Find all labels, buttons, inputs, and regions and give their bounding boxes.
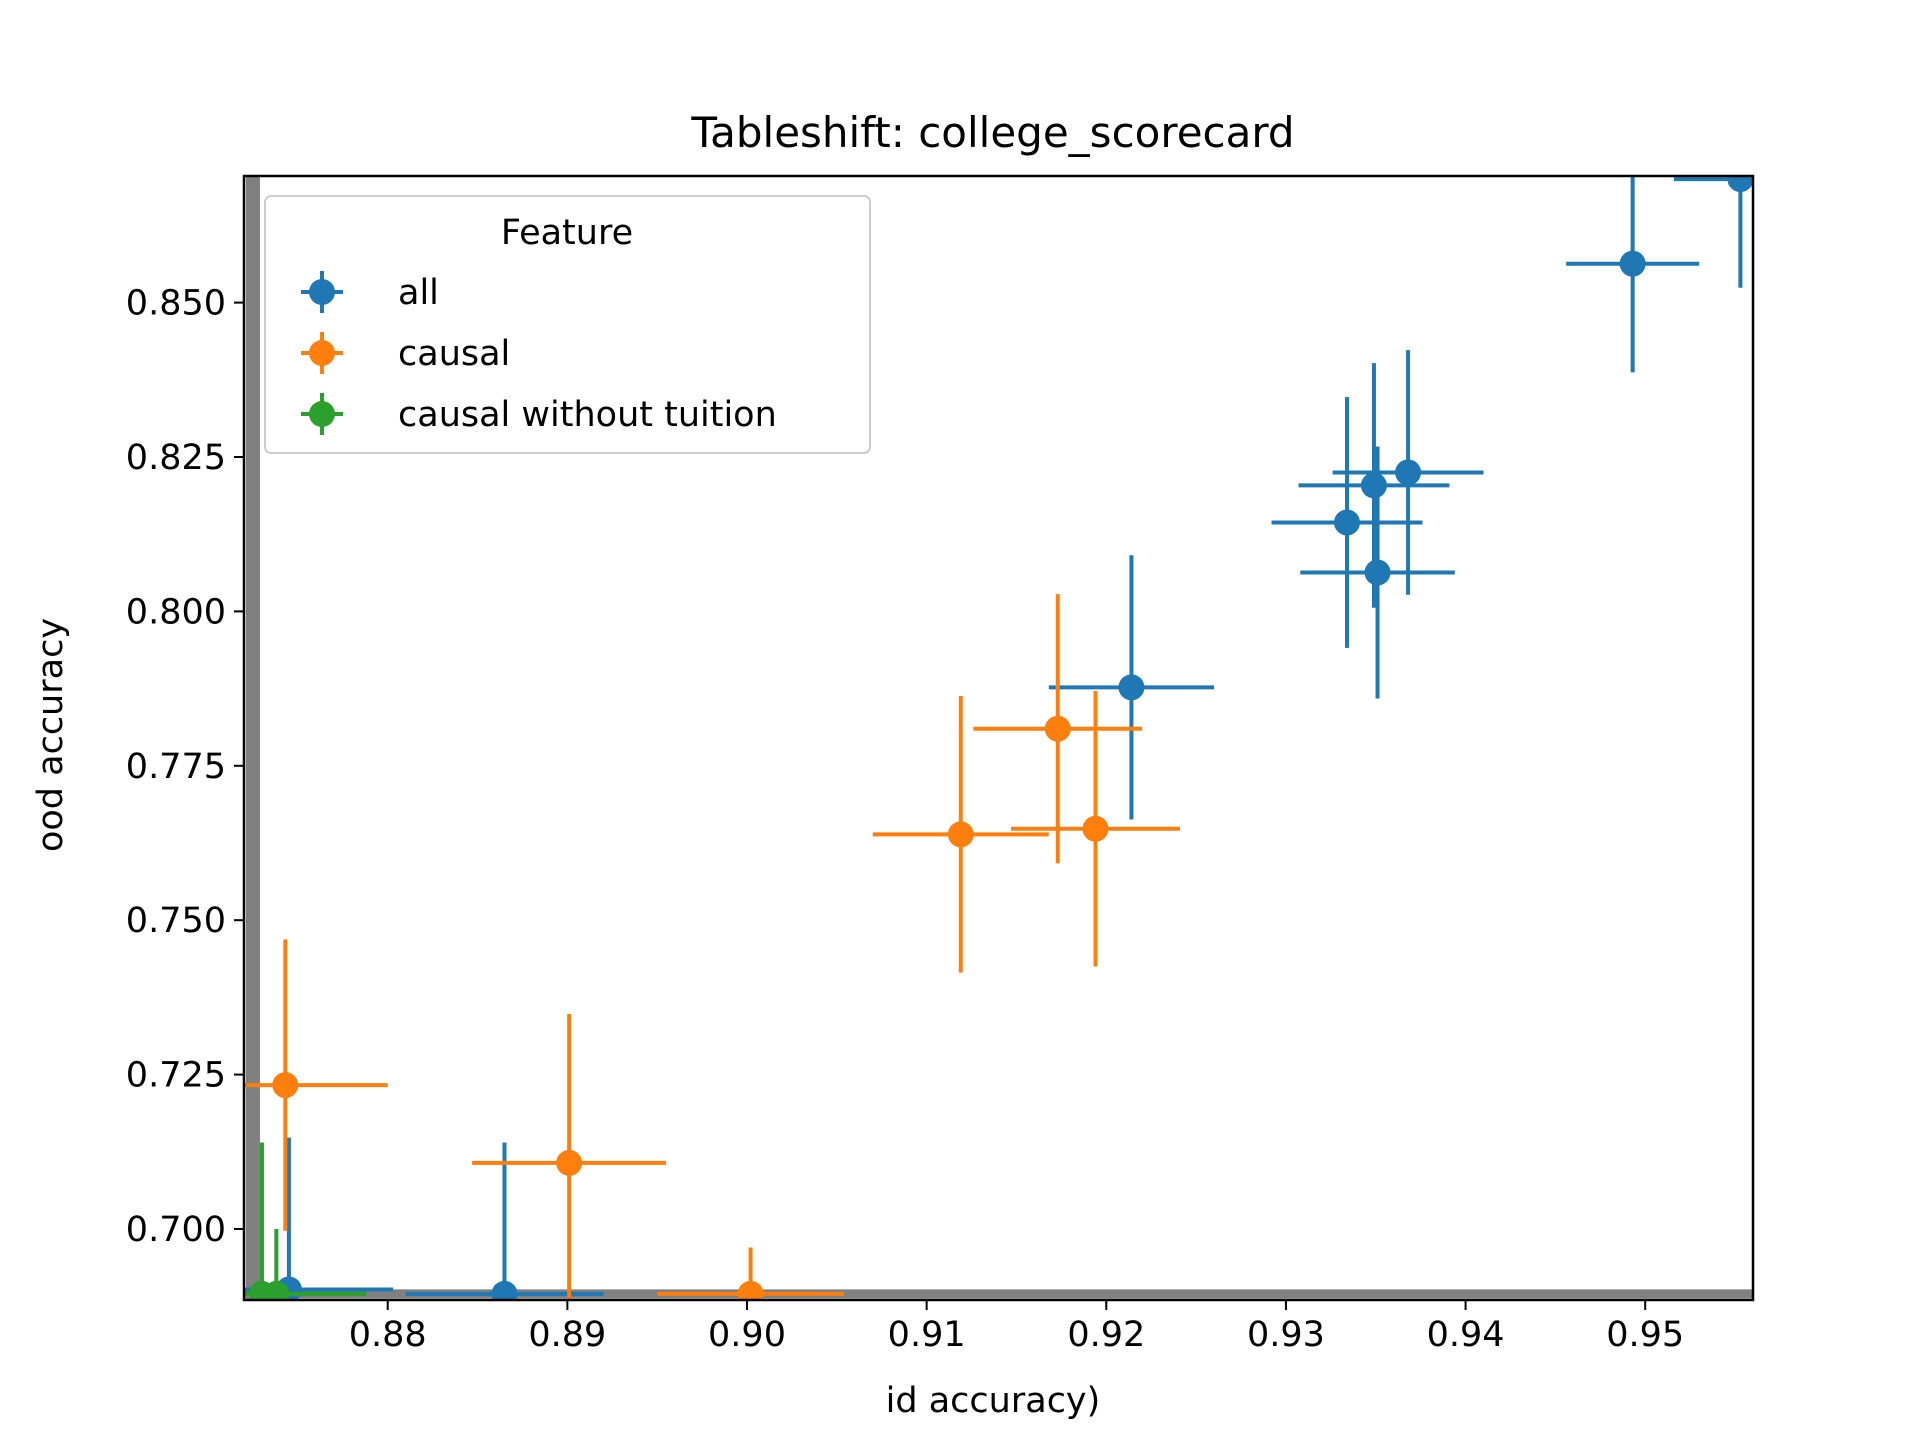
legend: Feature all causal causal without tuition (264, 195, 871, 454)
x-tick-label: 0.94 (1427, 1315, 1505, 1355)
legend-marker (309, 340, 335, 366)
y-tick-label: 0.800 (126, 592, 226, 632)
point-marker (1082, 815, 1109, 842)
axes: 0.88 0.89 0.90 0.91 0.92 0.93 0.94 0.95 0.700 0.7… (126, 174, 1755, 1355)
legend-entry: all (301, 271, 439, 313)
point-marker (1334, 509, 1361, 536)
point-marker (491, 1280, 518, 1300)
plot-area (244, 176, 1753, 1300)
y-tick-label: 0.825 (126, 438, 226, 478)
point-marker (1727, 176, 1753, 193)
legend-entry: causal (301, 332, 510, 374)
point-marker (1364, 559, 1391, 586)
data-point (244, 1228, 349, 1300)
y-tick-label: 0.725 (126, 1056, 226, 1096)
data-point (1011, 691, 1180, 967)
data-point (1566, 176, 1700, 373)
data-point (1673, 176, 1753, 288)
data-point (657, 1247, 845, 1300)
data-point (872, 696, 1049, 973)
point-marker (947, 821, 974, 848)
point-marker (1118, 674, 1145, 701)
y-tick-label: 0.775 (126, 747, 226, 787)
legend-label: causal (398, 334, 510, 374)
legend-marker (309, 401, 335, 427)
chart-title: Tableshift: college_scorecard (690, 108, 1294, 157)
point-marker (1044, 715, 1071, 742)
legend-marker (309, 279, 335, 305)
data-point (472, 1014, 667, 1300)
y-axis-label: ood accuracy (31, 618, 71, 852)
x-tick-label: 0.91 (888, 1315, 966, 1355)
series-1 (244, 176, 1753, 1300)
x-tick-label: 0.92 (1067, 1315, 1145, 1355)
x-tick-label: 0.95 (1606, 1315, 1684, 1355)
data-point (1332, 350, 1484, 595)
x-tick-label: 0.93 (1247, 1315, 1325, 1355)
series-3 (244, 1142, 367, 1300)
point-marker (556, 1149, 583, 1176)
x-tick-label: 0.90 (708, 1315, 786, 1355)
data-point (244, 1137, 394, 1300)
data-point (1300, 446, 1455, 699)
x-tick-label: 0.89 (528, 1315, 606, 1355)
point-marker (737, 1280, 764, 1300)
legend-box (264, 195, 871, 454)
data-point (1048, 555, 1215, 820)
y-tick-label: 0.700 (126, 1210, 226, 1250)
data-point (1271, 397, 1423, 648)
y-tick-label: 0.850 (126, 284, 226, 324)
y-tick-label: 0.750 (126, 901, 226, 941)
data-point (973, 594, 1143, 864)
point-marker (272, 1072, 299, 1099)
x-tick-label: 0.88 (349, 1315, 427, 1355)
legend-title: Feature (501, 213, 633, 253)
axes-frame (242, 174, 1755, 1302)
point-marker (263, 1280, 290, 1300)
point-marker (1360, 472, 1387, 499)
point-marker (1395, 459, 1422, 486)
legend-entry: causal without tuition (301, 393, 777, 435)
legend-label: causal without tuition (398, 395, 777, 435)
x-axis-label: id accuracy) (886, 1381, 1101, 1421)
legend-label: all (398, 273, 439, 313)
point-marker (1619, 250, 1646, 277)
series-2 (244, 594, 1180, 1300)
data-point (244, 939, 388, 1231)
